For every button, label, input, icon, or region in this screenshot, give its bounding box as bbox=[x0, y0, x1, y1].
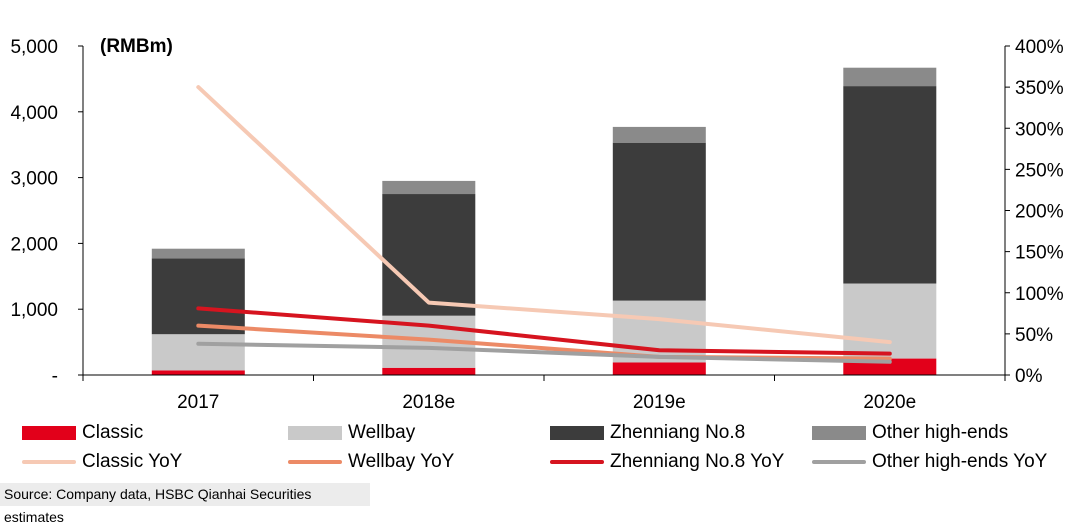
y-left-tick-label: - bbox=[52, 366, 58, 387]
legend-label-classic-yoy: Classic YoY bbox=[82, 451, 183, 472]
legend-swatch-other bbox=[812, 426, 866, 440]
legend-item-other: Other high-ends bbox=[812, 420, 1008, 446]
bar-other-high-ends-2017 bbox=[151, 248, 245, 259]
bar-zhenniang-no-8-2019e bbox=[612, 142, 706, 301]
x-tick-label: 2020e bbox=[863, 392, 916, 413]
y-right-tick-label: 100% bbox=[1015, 284, 1064, 305]
y-right-tick-label: 400% bbox=[1015, 37, 1064, 58]
line-zhenniang-no-8-yoy bbox=[196, 306, 892, 356]
y-right-tick-label: 300% bbox=[1015, 119, 1064, 140]
y-right-tick-label: 250% bbox=[1015, 160, 1064, 181]
y-right-tick-label: 150% bbox=[1015, 243, 1064, 264]
y-right-tick-label: 200% bbox=[1015, 202, 1064, 223]
y-right-tick-label: 50% bbox=[1015, 325, 1053, 346]
legend-label-wellbay: Wellbay bbox=[348, 422, 416, 443]
legend-item-zhenniang: Zhenniang No.8 bbox=[550, 420, 745, 446]
bar-other-high-ends-2019e bbox=[612, 126, 706, 143]
legend-line-classic-yoy bbox=[22, 460, 76, 464]
legend-line-zhenniang-yoy bbox=[550, 460, 604, 464]
legend-line-other-yoy bbox=[812, 460, 866, 464]
legend-label-classic: Classic bbox=[82, 422, 144, 443]
legend-item-wellbay-yoy: Wellbay YoY bbox=[288, 449, 454, 475]
y-right-tick-label: 0% bbox=[1015, 366, 1043, 387]
y-left-tick-label: 4,000 bbox=[10, 103, 58, 124]
axes-layer: - 1,000 2,000 3,000 4,000 5,000 0% 50% 100% 150% 2… bbox=[10, 37, 1063, 413]
legend-label-zhenniang: Zhenniang No.8 bbox=[610, 422, 746, 443]
legend-swatch-zhenniang bbox=[550, 426, 604, 440]
legend-label-zhenniang-yoy: Zhenniang No.8 YoY bbox=[610, 451, 785, 472]
bar-zhenniang-no-8-2020e bbox=[843, 86, 937, 284]
legend-swatch-classic bbox=[22, 426, 76, 440]
y-left-tick-label: 3,000 bbox=[10, 169, 58, 190]
line-other-high-ends-yoy bbox=[196, 341, 892, 364]
x-tick-label: 2017 bbox=[177, 392, 219, 413]
y-left-tick-label: 2,000 bbox=[10, 234, 58, 255]
legend-item-other-yoy: Other high-ends YoY bbox=[812, 449, 1047, 475]
x-tick-label: 2018e bbox=[402, 392, 455, 413]
legend-label-wellbay-yoy: Wellbay YoY bbox=[348, 451, 455, 472]
bar-zhenniang-no-8-2018e bbox=[382, 194, 476, 316]
bar-wellbay-2020e bbox=[843, 283, 937, 359]
legend-line-wellbay-yoy bbox=[288, 460, 342, 464]
chart-canvas: - 1,000 2,000 3,000 4,000 5,000 0% 50% 100% 150% 2… bbox=[10, 36, 1063, 413]
bar-classic-2019e bbox=[612, 362, 706, 375]
legend-item-wellbay: Wellbay bbox=[288, 420, 415, 446]
y-left-tick-label: 1,000 bbox=[10, 300, 58, 321]
line-classic-yoy bbox=[196, 85, 892, 345]
bars-layer bbox=[151, 67, 937, 375]
legend-label-other: Other high-ends bbox=[872, 422, 1009, 443]
bar-classic-2018e bbox=[382, 367, 476, 375]
source-note: Source: Company data, HSBC Qianhai Secur… bbox=[0, 483, 370, 525]
legend-label-other-yoy: Other high-ends YoY bbox=[872, 451, 1048, 472]
legend: Classic Wellbay Zhenniang No.8 Other hig… bbox=[0, 420, 1080, 476]
legend-swatch-wellbay bbox=[288, 426, 342, 440]
y-right-tick-label: 350% bbox=[1015, 78, 1064, 99]
bar-classic-2017 bbox=[151, 370, 245, 375]
legend-item-classic-yoy: Classic YoY bbox=[22, 449, 182, 475]
unit-label: (RMBm) bbox=[100, 36, 173, 57]
bar-other-high-ends-2018e bbox=[382, 180, 476, 195]
lines-layer bbox=[196, 85, 892, 364]
bar-wellbay-2017 bbox=[151, 334, 245, 371]
y-left-tick-label: 5,000 bbox=[10, 37, 58, 58]
legend-item-classic: Classic bbox=[22, 420, 143, 446]
x-tick-label: 2019e bbox=[633, 392, 686, 413]
bar-zhenniang-no-8-2017 bbox=[151, 258, 245, 335]
bar-other-high-ends-2020e bbox=[843, 67, 937, 87]
legend-item-zhenniang-yoy: Zhenniang No.8 YoY bbox=[550, 449, 784, 475]
